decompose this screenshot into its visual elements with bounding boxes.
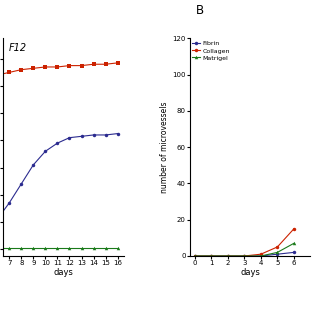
Matrigel xyxy=(226,254,230,258)
Matrigel xyxy=(259,254,263,258)
Matrigel xyxy=(243,254,246,258)
Collagen xyxy=(226,254,230,258)
Fibrin xyxy=(243,254,246,258)
Y-axis label: number of microvessels: number of microvessels xyxy=(161,101,170,193)
Collagen xyxy=(276,245,279,249)
X-axis label: days: days xyxy=(240,268,260,276)
Collagen xyxy=(210,254,213,258)
Line: Fibrin: Fibrin xyxy=(193,251,296,258)
Collagen xyxy=(259,252,263,256)
Fibrin xyxy=(292,251,296,254)
Legend: Fibrin, Collagen, Matrigel: Fibrin, Collagen, Matrigel xyxy=(191,40,231,62)
Line: Matrigel: Matrigel xyxy=(193,242,296,258)
Fibrin xyxy=(210,254,213,258)
Fibrin xyxy=(193,254,197,258)
Collagen xyxy=(193,254,197,258)
Fibrin xyxy=(259,254,263,258)
Line: Collagen: Collagen xyxy=(193,227,296,258)
Text: B: B xyxy=(196,4,204,17)
Matrigel xyxy=(276,251,279,254)
Collagen xyxy=(292,227,296,231)
Text: F12: F12 xyxy=(9,43,27,53)
Matrigel xyxy=(193,254,197,258)
Collagen xyxy=(243,254,246,258)
Fibrin xyxy=(276,252,279,256)
X-axis label: days: days xyxy=(53,268,73,276)
Matrigel xyxy=(292,241,296,245)
Matrigel xyxy=(210,254,213,258)
Fibrin xyxy=(226,254,230,258)
